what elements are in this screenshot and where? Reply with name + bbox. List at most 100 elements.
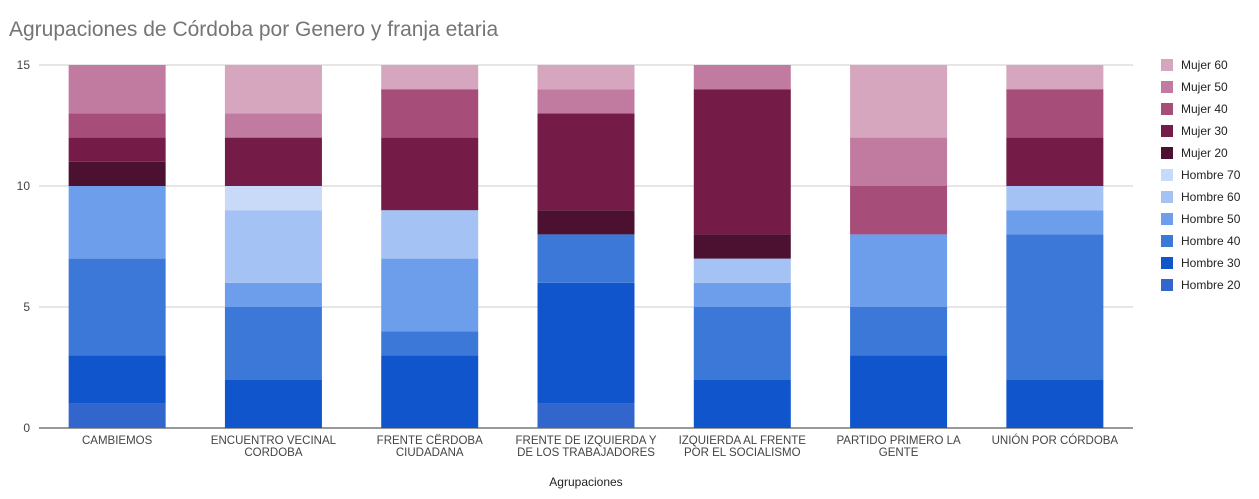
bar-segment xyxy=(1006,89,1104,138)
legend-label: Hombre 30 xyxy=(1181,256,1241,270)
bar-segment xyxy=(224,186,322,211)
bar-segment xyxy=(68,137,166,162)
bar-segment xyxy=(850,186,948,235)
bar-segment xyxy=(693,234,791,259)
bar-segment xyxy=(537,113,635,211)
legend-item: Mujer 60 xyxy=(1161,58,1228,72)
legend-item: Mujer 30 xyxy=(1161,124,1228,138)
legend-label: Mujer 40 xyxy=(1181,102,1228,116)
bar-segment xyxy=(537,210,635,235)
legend-item: Hombre 60 xyxy=(1161,190,1241,204)
bar-segment xyxy=(693,89,791,235)
legend-label: Hombre 40 xyxy=(1181,234,1241,248)
x-tick-label: CAMBIEMOS xyxy=(82,435,153,447)
bar-segment xyxy=(1006,379,1104,428)
bar-segment xyxy=(1006,210,1104,235)
x-tick-label: PARTIDO PRIMERO LA GENTE xyxy=(836,435,961,459)
bar-segment xyxy=(1006,186,1104,211)
x-tick-label: IZQUIERDA AL FRENTE POR EL SOCIALISMO xyxy=(679,435,807,459)
bars xyxy=(68,65,1104,428)
bar-segment xyxy=(1006,234,1104,380)
bar-segment xyxy=(224,307,322,380)
legend-swatch xyxy=(1161,125,1173,137)
bar-segment xyxy=(693,258,791,283)
legend-swatch xyxy=(1161,81,1173,93)
x-tick-label: UNIÓN POR CÓRDOBA xyxy=(992,434,1119,447)
bar-stack xyxy=(381,65,479,428)
legend-item: Hombre 20 xyxy=(1161,278,1241,292)
y-tick-label: 10 xyxy=(17,179,31,193)
bar-segment xyxy=(68,186,166,259)
legend-swatch xyxy=(1161,235,1173,247)
legend-item: Hombre 50 xyxy=(1161,212,1241,226)
bar-segment xyxy=(537,282,635,404)
bar-segment xyxy=(693,307,791,380)
bar-segment xyxy=(381,258,479,332)
legend-label: Hombre 20 xyxy=(1181,278,1241,292)
bar-segment xyxy=(68,65,166,114)
bar-segment xyxy=(537,403,635,428)
legend-swatch xyxy=(1161,59,1173,71)
bar-segment xyxy=(850,355,948,428)
legend-label: Mujer 50 xyxy=(1181,80,1228,94)
bar-stack xyxy=(850,65,948,428)
legend-swatch xyxy=(1161,169,1173,181)
legend-swatch xyxy=(1161,257,1173,269)
legend-swatch xyxy=(1161,191,1173,203)
x-axis-title: Agrupaciones xyxy=(549,475,622,489)
legend-item: Mujer 20 xyxy=(1161,146,1228,160)
bar-segment xyxy=(693,65,791,90)
legend-swatch xyxy=(1161,103,1173,115)
legend-item: Mujer 50 xyxy=(1161,80,1228,94)
legend-swatch xyxy=(1161,279,1173,291)
legend-label: Hombre 60 xyxy=(1181,190,1241,204)
x-axis-labels: CAMBIEMOS ENCUENTRO VECINAL CORDOBA FRENTE … xyxy=(82,434,1118,459)
legend-label: Mujer 20 xyxy=(1181,146,1228,160)
x-tick-label: FRENTE DE IZQUIERDA Y DE LOS TRABAJADORES xyxy=(515,435,656,459)
x-tick-label: ENCUENTRO VECINAL CORDOBA xyxy=(211,435,337,459)
bar-segment xyxy=(381,355,479,428)
x-tick-label: FRENTE CËRDOBA CIUDADANA xyxy=(377,435,483,459)
bar-segment xyxy=(693,379,791,428)
bar-segment xyxy=(68,403,166,428)
legend-item: Mujer 40 xyxy=(1161,102,1228,116)
bar-segment xyxy=(537,89,635,114)
legend-label: Hombre 70 xyxy=(1181,168,1241,182)
legend-item: Hombre 30 xyxy=(1161,256,1241,270)
y-axis-ticks: 0 5 10 15 xyxy=(17,58,31,435)
bar-segment xyxy=(68,161,166,186)
bar-segment xyxy=(68,258,166,356)
bar-segment xyxy=(537,65,635,90)
legend-swatch xyxy=(1161,147,1173,159)
bar-segment xyxy=(850,137,948,186)
y-tick-label: 15 xyxy=(17,58,31,72)
bar-segment xyxy=(381,137,479,211)
bar-stack xyxy=(537,65,635,428)
legend-label: Mujer 60 xyxy=(1181,58,1228,72)
bar-segment xyxy=(224,379,322,428)
bar-segment xyxy=(1006,137,1104,186)
bar-segment xyxy=(850,307,948,356)
bar-segment xyxy=(224,282,322,307)
bar-segment xyxy=(850,65,948,138)
legend-label: Hombre 50 xyxy=(1181,212,1241,226)
bar-segment xyxy=(850,234,948,307)
bar-stack xyxy=(693,65,791,428)
bar-stack xyxy=(68,65,166,428)
bar-segment xyxy=(1006,65,1104,90)
bar-segment xyxy=(381,210,479,259)
bar-segment xyxy=(224,137,322,186)
bar-stack xyxy=(1006,65,1104,428)
bar-segment xyxy=(537,234,635,283)
bar-segment xyxy=(68,355,166,404)
bar-segment xyxy=(68,113,166,138)
legend-swatch xyxy=(1161,213,1173,225)
legend-item: Hombre 40 xyxy=(1161,234,1241,248)
legend: Mujer 60 Mujer 50 Mujer 40 Mujer 30 Mujer 20… xyxy=(1161,58,1241,292)
bar-segment xyxy=(381,331,479,356)
bar-stack xyxy=(224,65,322,428)
bar-segment xyxy=(224,113,322,138)
legend-item: Hombre 70 xyxy=(1161,168,1241,182)
chart-title: Agrupaciones de Córdoba por Genero y fra… xyxy=(9,18,499,41)
